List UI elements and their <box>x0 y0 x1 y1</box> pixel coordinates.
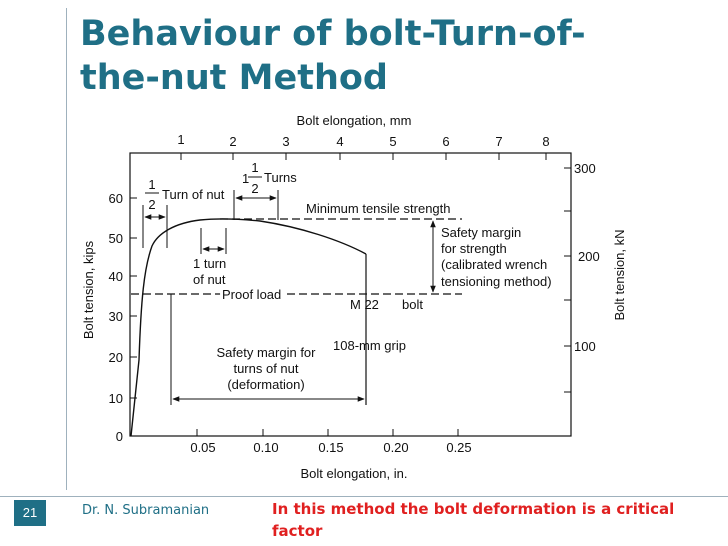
bottom-tick-0-10: 0.10 <box>253 440 278 455</box>
left-tick-40: 40 <box>109 269 123 284</box>
one-turn-label-line-1: 1 turn <box>193 256 226 271</box>
bolt-size-label: M 22 <box>350 297 379 312</box>
left-axis-label: Bolt tension, kips <box>81 240 96 339</box>
minimum-tensile-strength-label: Minimum tensile strength <box>306 201 451 216</box>
left-tick-50: 50 <box>109 231 123 246</box>
top-tick-5: 5 <box>389 134 396 149</box>
left-rule <box>66 8 67 490</box>
bottom-tick-0-15: 0.15 <box>318 440 343 455</box>
top-tick-1: 1 <box>177 132 184 147</box>
turn-of-nut-label: Turn of nut <box>162 187 225 202</box>
top-tick-3: 3 <box>282 134 289 149</box>
right-axis <box>564 167 571 393</box>
proof-load-label: Proof load <box>222 287 281 302</box>
load-elongation-curve <box>130 218 367 437</box>
top-tick-4: 4 <box>336 134 343 149</box>
top-axis <box>180 153 547 160</box>
top-tick-8: 8 <box>542 134 549 149</box>
left-tick-0: 0 <box>116 429 123 444</box>
one-half-denominator: 2 <box>251 181 258 196</box>
slide-number: 21 <box>14 500 46 526</box>
safety-margin-strength-line-4: tensioning method) <box>441 274 552 289</box>
footer-rule <box>0 496 728 497</box>
half-fraction-denominator: 2 <box>148 197 155 212</box>
safety-margin-strength-line-3: (calibrated wrench <box>441 257 547 272</box>
one-half-whole: 1 <box>242 171 249 186</box>
left-tick-10: 10 <box>109 391 123 406</box>
top-axis-label: Bolt elongation, mm <box>297 113 412 128</box>
left-axis <box>130 197 137 399</box>
bottom-tick-0-05: 0.05 <box>190 440 215 455</box>
bottom-tick-0-25: 0.25 <box>446 440 471 455</box>
bottom-axis <box>196 429 459 436</box>
turn-markers <box>142 190 279 405</box>
grip-label: 108-mm grip <box>333 338 406 353</box>
bolt-word-label: bolt <box>402 297 423 312</box>
slide-title-line-2: the-nut Method <box>80 58 388 98</box>
safety-margin-strength-line-2: for strength <box>441 241 507 256</box>
plot-frame <box>129 152 572 437</box>
slide-note: In this method the bolt deformation is a… <box>272 500 675 540</box>
slide-title: Behaviour of bolt-Turn-of- the-nut Metho… <box>80 12 700 100</box>
author-name: Dr. N. Subramanian <box>82 503 210 518</box>
half-fraction-numerator: 1 <box>148 177 155 192</box>
safety-margin-turns-line-3: (deformation) <box>227 377 304 392</box>
top-tick-6: 6 <box>442 134 449 149</box>
left-tick-20: 20 <box>109 350 123 365</box>
bottom-axis-label: Bolt elongation, in. <box>301 466 408 481</box>
left-tick-60: 60 <box>109 191 123 206</box>
top-tick-7: 7 <box>495 134 502 149</box>
safety-margin-strength-line-1: Safety margin <box>441 225 521 240</box>
top-tick-2: 2 <box>229 134 236 149</box>
slide-title-line-1: Behaviour of bolt-Turn-of- <box>80 14 586 54</box>
one-turn-label-line-2: of nut <box>193 272 226 287</box>
safety-margin-turns-line-1: Safety margin for <box>217 345 317 360</box>
right-axis-label: Bolt tension, kN <box>612 229 627 320</box>
safety-margin-turns-line-2: turns of nut <box>233 361 298 376</box>
right-tick-300: 300 <box>574 161 596 176</box>
left-tick-30: 30 <box>109 309 123 324</box>
turns-label: Turns <box>264 170 297 185</box>
one-half-numerator: 1 <box>251 160 258 175</box>
right-tick-100: 100 <box>574 339 596 354</box>
right-tick-200: 200 <box>578 249 600 264</box>
bottom-tick-0-20: 0.20 <box>383 440 408 455</box>
